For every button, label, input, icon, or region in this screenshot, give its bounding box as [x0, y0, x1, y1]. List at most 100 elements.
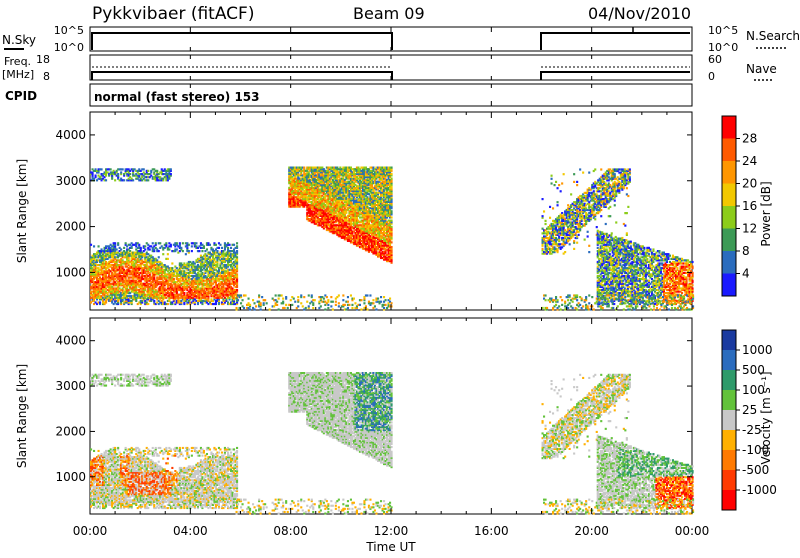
range-time-cell — [149, 248, 151, 250]
range-time-cell — [303, 167, 305, 169]
range-time-cell — [297, 299, 299, 301]
freq-label: Freq. — [4, 55, 31, 68]
range-time-cell — [303, 296, 305, 298]
range-time-cell — [180, 247, 182, 249]
range-time-cell — [278, 298, 280, 300]
range-time-cell — [324, 308, 326, 310]
range-time-cell — [144, 248, 146, 250]
range-time-cell — [206, 248, 208, 250]
range-time-cell — [276, 301, 278, 303]
range-time-cell — [95, 175, 97, 177]
range-time-cell — [383, 307, 385, 309]
range-time-cell — [198, 250, 200, 252]
range-time-cell — [170, 173, 172, 175]
range-time-cell — [348, 304, 350, 306]
range-time-cell — [138, 244, 140, 246]
range-time-cell — [249, 308, 251, 310]
range-time-cell — [263, 302, 265, 304]
range-time-cell — [229, 244, 231, 246]
range-time-cell — [240, 302, 242, 304]
range-time-cell — [125, 242, 127, 244]
range-time-cell — [155, 242, 157, 244]
range-time-cell — [369, 294, 371, 296]
range-time-cell — [147, 179, 149, 181]
beam-label: Beam 09 — [353, 4, 425, 23]
range-time-cell — [302, 305, 304, 307]
range-time-cell — [156, 170, 158, 172]
range-time-cell — [275, 294, 277, 296]
range-time-cell — [162, 253, 164, 255]
range-time-cell — [297, 305, 299, 307]
range-time-cell — [236, 256, 238, 258]
range-time-cell — [176, 242, 178, 244]
range-time-cell — [261, 296, 263, 298]
range-time-cell — [99, 301, 101, 303]
nsky-tick-top: 10^5 — [54, 24, 84, 37]
range-time-cell — [300, 294, 302, 296]
range-time-cell — [132, 179, 134, 181]
range-time-cell — [282, 298, 284, 300]
range-time-cell — [385, 299, 387, 301]
range-time-cell — [258, 294, 260, 296]
range-time-cell — [188, 244, 190, 246]
range-time-cell — [330, 305, 332, 307]
range-time-cell — [191, 250, 193, 252]
range-time-cell — [294, 301, 296, 303]
range-time-cell — [278, 308, 280, 310]
range-time-cell — [347, 301, 349, 303]
range-time-cell — [120, 248, 122, 250]
range-time-cell — [101, 168, 103, 170]
range-time-cell — [195, 242, 197, 244]
range-time-cell — [147, 170, 149, 172]
range-time-cell — [285, 296, 287, 298]
nsky-panel: N.Sky 10^5 10^0 10^5 10^0 N.Search — [2, 24, 800, 54]
range-time-cell — [284, 307, 286, 309]
range-time-cell — [312, 307, 314, 309]
range-time-cell — [297, 296, 299, 298]
range-time-cell — [117, 242, 119, 244]
range-time-cell — [374, 305, 376, 307]
range-time-cell — [171, 267, 173, 269]
range-time-cell — [300, 302, 302, 304]
range-time-cell — [153, 300, 155, 302]
range-time-cell — [320, 305, 322, 307]
range-time-cell — [236, 307, 238, 309]
nave-tick-top: 60 — [708, 53, 722, 66]
range-time-cell — [158, 250, 160, 252]
nsky-trace-seg2 — [541, 33, 690, 50]
range-time-cell — [191, 245, 193, 247]
range-time-cell — [332, 301, 334, 303]
range-time-cell — [354, 302, 356, 304]
range-time-cell — [347, 296, 349, 298]
range-time-cell — [159, 242, 161, 244]
range-time-cell — [347, 307, 349, 309]
range-time-cell — [260, 308, 262, 310]
range-time-cell — [342, 299, 344, 301]
range-time-cell — [116, 248, 118, 250]
range-time-cell — [372, 299, 374, 301]
range-time-cell — [123, 179, 125, 181]
range-time-cell — [305, 307, 307, 309]
range-time-cell — [380, 296, 382, 298]
range-time-cell — [90, 244, 92, 246]
range-time-cell — [105, 179, 107, 181]
range-time-cell — [249, 304, 251, 306]
range-time-cell — [168, 248, 170, 250]
range-time-cell — [122, 168, 124, 170]
range-time-cell — [312, 302, 314, 304]
range-time-cell — [185, 253, 187, 255]
range-time-cell — [236, 289, 238, 291]
range-time-cell — [170, 244, 172, 246]
range-time-cell — [360, 299, 362, 301]
range-time-cell — [152, 242, 154, 244]
range-time-cell — [266, 302, 268, 304]
range-time-cell — [221, 247, 223, 249]
nave-label: Nave — [746, 62, 777, 76]
range-time-cell — [385, 304, 387, 306]
range-time-cell — [375, 308, 377, 310]
cpid-label: CPID — [5, 89, 37, 103]
range-time-cell — [276, 304, 278, 306]
range-time-cell — [173, 278, 175, 280]
range-time-cell — [243, 307, 245, 309]
